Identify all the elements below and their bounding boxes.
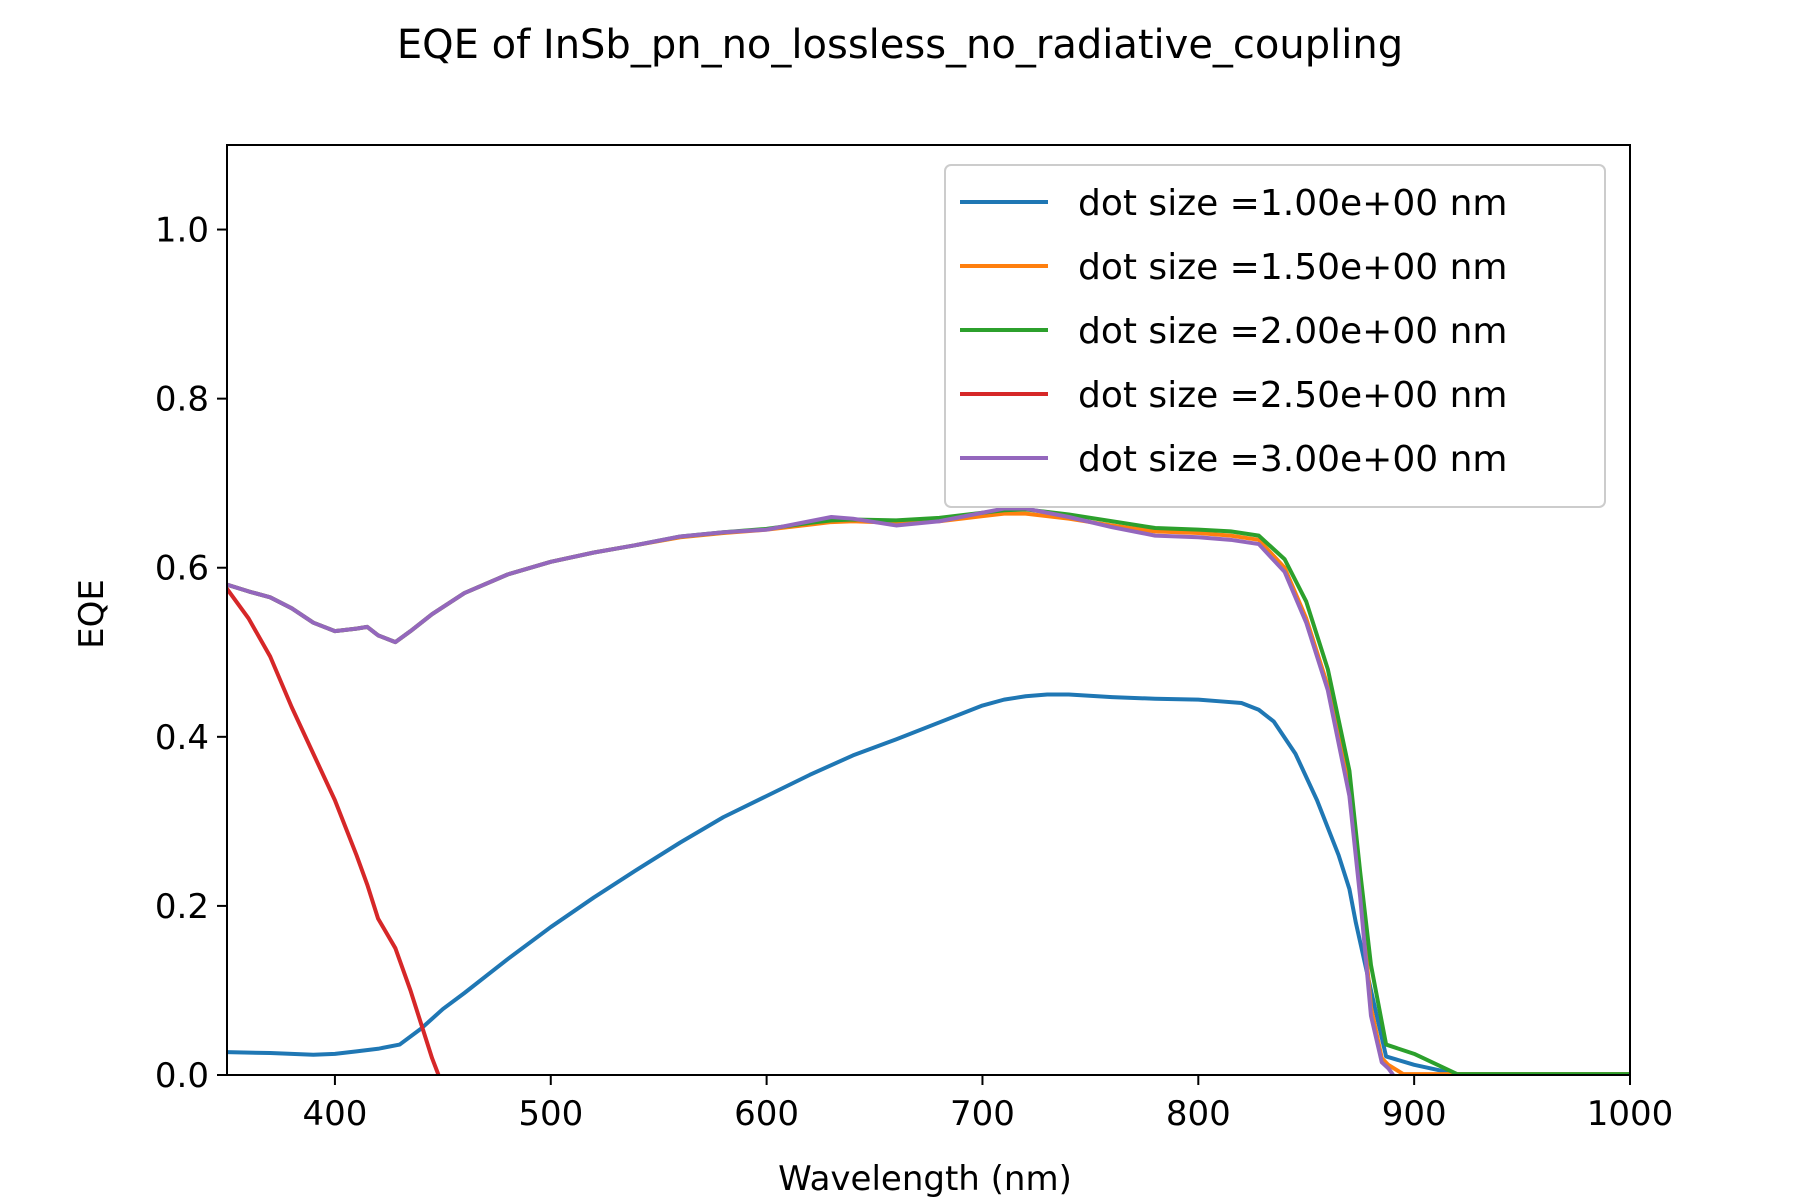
- series-line-4: [227, 586, 441, 1075]
- legend-label-2: dot size =1.50e+00 nm: [1078, 247, 1507, 288]
- x-tick-label: 600: [734, 1094, 799, 1134]
- axes-frame: [226, 144, 1631, 1076]
- series-lines: [227, 506, 1630, 1075]
- x-tick-label: 700: [950, 1094, 1015, 1134]
- y-tick-label: 0.8: [155, 380, 209, 420]
- legend-box: [944, 164, 1606, 508]
- y-tick-label: 0.6: [155, 549, 209, 589]
- y-axis-label: EQE: [72, 579, 112, 649]
- plot-area: [226, 144, 1631, 1076]
- series-line-5: [227, 506, 1395, 1075]
- chart-title: EQE of InSb_pn_no_lossless_no_radiative_…: [397, 22, 1403, 68]
- legend-label-5: dot size =3.00e+00 nm: [1078, 439, 1507, 480]
- x-tick-label: 1000: [1587, 1094, 1674, 1134]
- y-tick-label: 0.0: [155, 1056, 209, 1096]
- x-tick-label: 400: [302, 1094, 367, 1134]
- legend-label-3: dot size =2.00e+00 nm: [1078, 311, 1507, 352]
- x-axis-label: Wavelength (nm): [778, 1159, 1072, 1199]
- x-tick-label: 800: [1166, 1094, 1231, 1134]
- x-tick-label: 500: [518, 1094, 583, 1134]
- y-tick-label: 0.2: [155, 887, 209, 927]
- legend-label-1: dot size =1.00e+00 nm: [1078, 183, 1507, 224]
- legend-label-4: dot size =2.50e+00 nm: [1078, 375, 1507, 416]
- legend: dot size =1.00e+00 nm dot size =1.50e+00 …: [944, 164, 1606, 508]
- series-line-1: [227, 692, 1630, 1075]
- x-tick-label: 900: [1382, 1094, 1447, 1134]
- y-tick-label: 1.0: [155, 211, 209, 251]
- axis-ticks: 400 500 600 700 800 900 1000 0.0 0.2 0.4 0.6 0.8 1.0: [155, 211, 1673, 1134]
- y-tick-label: 0.4: [155, 718, 209, 758]
